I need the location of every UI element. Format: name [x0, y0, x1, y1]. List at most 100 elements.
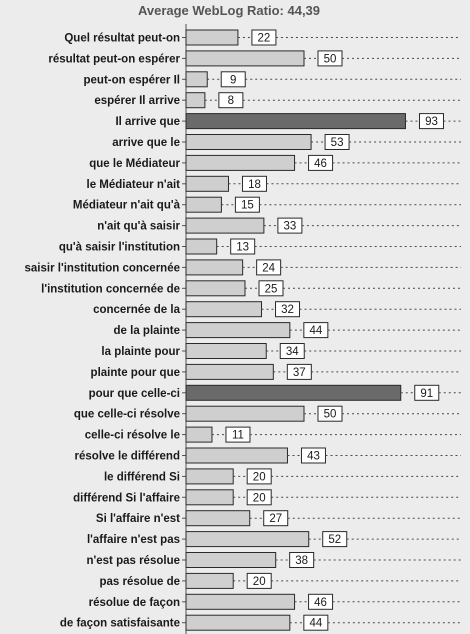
- bar: [185, 510, 251, 527]
- category-label: plainte pour que: [91, 367, 180, 379]
- bar-row: résultat peut-on espérer 50: [48, 50, 461, 67]
- category-label: Quel résultat peut-on: [64, 33, 180, 45]
- data-label: 24: [262, 262, 275, 274]
- bar: [185, 71, 208, 88]
- bar-row: le Médiateur n'ait 18: [87, 175, 461, 192]
- data-label: 32: [281, 304, 294, 316]
- data-label: 38: [295, 555, 308, 567]
- chart-title: Average WebLog Ratio: 44,39: [138, 3, 320, 18]
- category-label: de la plainte: [114, 325, 180, 337]
- bar: [185, 426, 213, 443]
- bar: [185, 238, 218, 255]
- category-label: qu'à saisir l'institution: [59, 242, 180, 254]
- bar-row: l'affaire n'est pas 52: [87, 531, 461, 548]
- category-label: espérer Il arrive: [94, 95, 180, 107]
- value-box: [251, 29, 277, 46]
- bar: [185, 154, 296, 171]
- bar-row: arrive que le 53: [112, 134, 461, 150]
- bar-row: l'institution concernée de 25: [41, 280, 461, 297]
- category-label: que celle-ci résolve: [74, 409, 180, 421]
- bar-row: Quel résultat peut-on 22: [64, 29, 461, 46]
- data-label: 34: [286, 346, 299, 358]
- bar-row: de la plainte 44: [114, 322, 461, 339]
- bar-row: espérer Il arrive 8: [94, 92, 461, 109]
- chart-rows: Quel résultat peut-on 22 résultat peut-on …: [25, 29, 461, 631]
- bar-row: pour que celle-ci 91: [89, 384, 461, 401]
- data-label: 8: [228, 95, 234, 107]
- chart-title-label: Average WebLog Ratio:: [138, 3, 288, 18]
- data-label: 9: [230, 74, 236, 86]
- chart-title-value: 44,39: [287, 3, 320, 18]
- category-label: pas résolue de: [99, 576, 180, 588]
- data-label: 50: [324, 53, 337, 65]
- data-label: 13: [236, 242, 249, 254]
- bar: [185, 489, 234, 506]
- bar: [185, 614, 291, 631]
- category-label: n'ait qu'à saisir: [97, 221, 180, 233]
- bar: [185, 92, 206, 109]
- data-label: 20: [253, 576, 266, 588]
- category-label: l'institution concernée de: [41, 283, 180, 295]
- bar-row: n'ait qu'à saisir 33: [97, 217, 461, 234]
- bar-row: résolue de façon 46: [89, 593, 461, 610]
- category-label: l'affaire n'est pas: [87, 534, 180, 546]
- bar: [185, 217, 265, 234]
- data-label: 27: [269, 513, 282, 525]
- bar: [185, 29, 239, 46]
- bar-row: celle-ci résolve le 11: [85, 426, 461, 443]
- category-label: Si l'affaire n'est: [96, 513, 180, 525]
- bar: [185, 447, 288, 464]
- data-label: 25: [265, 283, 278, 295]
- data-label: 53: [331, 137, 344, 149]
- value-box: [241, 175, 267, 192]
- category-label: résolve le différend: [75, 451, 180, 463]
- bar-row: différend Si l'affaire 20: [73, 489, 461, 506]
- bar: [185, 301, 263, 318]
- bar: [185, 468, 234, 485]
- bar: [185, 593, 296, 610]
- bar-row: pas résolue de 20: [99, 572, 461, 589]
- category-label: arrive que le: [112, 137, 180, 149]
- data-label: 37: [293, 367, 306, 379]
- data-label: 46: [314, 597, 327, 609]
- bar: [185, 363, 274, 380]
- bar: [185, 552, 277, 568]
- category-label: saisir l'institution concernée: [25, 262, 180, 274]
- category-label: peut-on espérer Il: [84, 74, 181, 86]
- bar: [185, 259, 244, 276]
- category-label: différend Si l'affaire: [73, 492, 180, 504]
- category-label: concernée de la: [93, 304, 181, 316]
- bar-row: n'est pas résolue 38: [87, 552, 461, 568]
- data-label: 46: [314, 158, 327, 170]
- bar-row: qu'à saisir l'institution 13: [59, 238, 461, 255]
- data-label: 22: [258, 33, 271, 45]
- bar: [185, 134, 312, 150]
- data-label: 15: [241, 200, 254, 212]
- bar-row: Il arrive que 93: [115, 113, 461, 130]
- category-label: la plainte pour: [101, 346, 180, 358]
- category-label: de façon satisfaisante: [60, 618, 180, 630]
- bar-row: peut-on espérer Il 9: [84, 71, 461, 88]
- data-label: 44: [309, 618, 322, 630]
- bar: [185, 196, 222, 213]
- bar: [185, 405, 305, 422]
- bar: [185, 322, 291, 339]
- category-label: le Médiateur n'ait: [87, 179, 181, 191]
- category-label: le différend Si: [104, 471, 180, 483]
- bar-row: de façon satisfaisante 44: [60, 614, 461, 631]
- bar: [185, 531, 310, 548]
- bar-row: Si l'affaire n'est 27: [96, 510, 461, 527]
- data-label: 11: [232, 430, 244, 442]
- data-label: 33: [283, 221, 296, 233]
- bar-row: Médiateur n'ait qu'à 15: [73, 196, 461, 213]
- bar-row: la plainte pour 34: [101, 343, 461, 359]
- category-label: pour que celle-ci: [89, 388, 180, 400]
- bar-highlighted: [185, 113, 406, 130]
- category-label: résolue de façon: [89, 597, 180, 609]
- data-label: 93: [425, 116, 438, 128]
- category-label: Il arrive que: [115, 116, 180, 128]
- category-label: celle-ci résolve le: [85, 430, 180, 442]
- category-label: résultat peut-on espérer: [48, 53, 180, 65]
- bar: [185, 280, 246, 297]
